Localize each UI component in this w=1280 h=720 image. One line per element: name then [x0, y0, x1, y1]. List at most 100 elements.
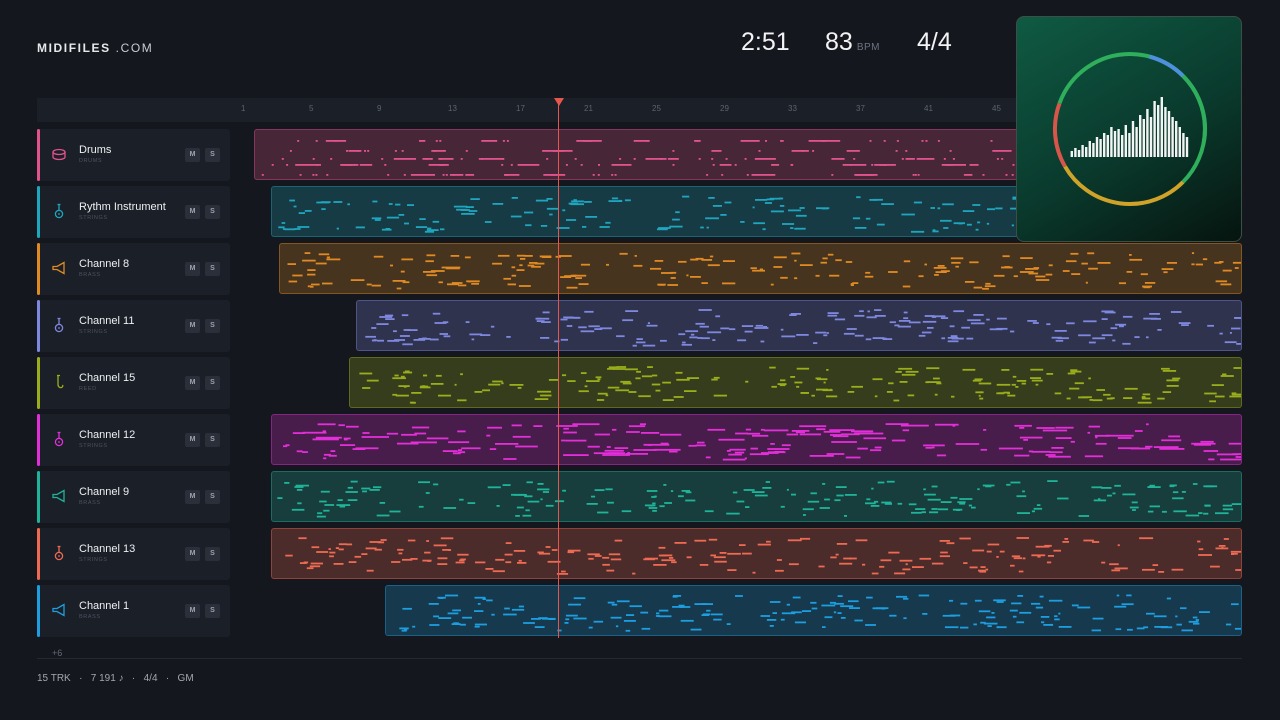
note-pattern [277, 480, 1241, 518]
note-pattern [283, 423, 1241, 461]
track-category: BRASS [79, 272, 101, 278]
spectrum-bar [1146, 109, 1149, 157]
mute-button[interactable]: M [185, 604, 200, 618]
note-pattern [359, 366, 1241, 404]
midi-clip[interactable] [385, 585, 1242, 636]
track-category: STRINGS [79, 215, 108, 221]
track-header[interactable]: Channel 12 STRINGS M S [37, 414, 230, 466]
note-pattern [365, 309, 1241, 347]
spectrum-bar [1160, 97, 1163, 157]
note-count: 7 191 ♪ [90, 673, 124, 684]
midi-clip[interactable] [279, 243, 1242, 294]
spectrum-bar [1149, 117, 1153, 157]
solo-button[interactable]: S [205, 262, 220, 276]
track-category: BRASS [79, 500, 101, 506]
spectrum-bar [1110, 127, 1113, 157]
tempo-value: 83 [825, 28, 853, 56]
midi-clip[interactable] [349, 357, 1242, 408]
track-color-bar [37, 243, 40, 295]
mute-button[interactable]: M [185, 490, 200, 504]
solo-button[interactable]: S [205, 547, 220, 561]
ruler-tick-label: 37 [856, 104, 865, 113]
solo-button[interactable]: S [205, 376, 220, 390]
solo-button[interactable]: S [205, 148, 220, 162]
mute-button[interactable]: M [185, 547, 200, 561]
track-header[interactable]: Channel 11 STRINGS M S [37, 300, 230, 352]
spectrum-bar [1070, 151, 1073, 157]
ruler-tick-label: 13 [448, 104, 457, 113]
spectrum-bar [1185, 137, 1189, 157]
mute-button[interactable]: M [185, 205, 200, 219]
track-category: STRINGS [79, 443, 108, 449]
midi-clip[interactable] [271, 414, 1242, 465]
spectrum-bar [1157, 105, 1160, 157]
spectrum-bar [1106, 135, 1109, 157]
solo-button[interactable]: S [205, 604, 220, 618]
midi-clip[interactable] [271, 528, 1242, 579]
midi-clip[interactable] [271, 471, 1242, 522]
spectrum-bar [1167, 111, 1171, 157]
track-category: DRUMS [79, 158, 103, 164]
track-count: 15 TRK [37, 673, 71, 684]
spectrum-bar [1095, 137, 1099, 157]
drum-icon [51, 146, 67, 162]
track-name: Channel 13 [79, 543, 136, 555]
track-header[interactable]: Channel 15 REED M S [37, 357, 230, 409]
track-color-bar [37, 585, 40, 637]
solo-button[interactable]: S [205, 319, 220, 333]
ruler-tick-label: 41 [924, 104, 933, 113]
more-tracks-label[interactable]: +6 [52, 648, 63, 658]
track-color-bar [37, 129, 40, 181]
playhead-handle[interactable] [554, 98, 564, 106]
ruler-tick-label: 1 [241, 104, 246, 113]
spectrum-bar [1182, 133, 1185, 157]
mute-button[interactable]: M [185, 262, 200, 276]
track-header[interactable]: Channel 8 BRASS M S [37, 243, 230, 295]
spectrum-bar [1175, 121, 1178, 157]
track-header[interactable]: Drums DRUMS M S [37, 129, 230, 181]
spectrum-bar [1121, 135, 1124, 157]
track-header[interactable]: Channel 13 STRINGS M S [37, 528, 230, 580]
track-header[interactable]: Channel 9 BRASS M S [37, 471, 230, 523]
solo-button[interactable]: S [205, 433, 220, 447]
time-signature-display: 4/4 [917, 28, 952, 56]
mute-button[interactable]: M [185, 319, 200, 333]
note-pattern [287, 252, 1241, 290]
transport-stats: 2:51 83 BPM 4/4 [0, 28, 1280, 58]
mute-button[interactable]: M [185, 148, 200, 162]
track-header[interactable]: Channel 1 BRASS M S [37, 585, 230, 637]
track-category: BRASS [79, 614, 101, 620]
mute-button[interactable]: M [185, 433, 200, 447]
track-name: Channel 11 [79, 315, 135, 327]
midi-standard: GM [177, 673, 194, 684]
track-color-bar [37, 414, 40, 466]
spectrum-bar [1142, 119, 1145, 157]
logo-bold: MIDIFILES [37, 41, 111, 55]
site-logo[interactable]: MIDIFILES .COM [37, 41, 153, 55]
track-color-bar [37, 528, 40, 580]
solo-button[interactable]: S [205, 205, 220, 219]
ruler-tick-label: 17 [516, 104, 525, 113]
spectrum-bar [1113, 131, 1117, 157]
spectrum-bar [1088, 141, 1091, 157]
spectrum-bar [1153, 101, 1156, 157]
audio-visualizer [1016, 16, 1242, 242]
mute-button[interactable]: M [185, 376, 200, 390]
ruler-tick-label: 21 [584, 104, 593, 113]
horn-icon [51, 602, 67, 618]
track-name: Channel 1 [79, 600, 130, 612]
ruler-tick-label: 45 [992, 104, 1001, 113]
playhead[interactable] [558, 104, 559, 638]
spectrum-bar [1074, 148, 1077, 157]
midi-clip[interactable] [356, 300, 1242, 351]
spectrum-bar [1077, 150, 1081, 157]
solo-button[interactable]: S [205, 490, 220, 504]
track-color-bar [37, 357, 40, 409]
spectrum-bar [1164, 107, 1167, 157]
spectrum-bar [1081, 145, 1084, 157]
horn-icon [51, 260, 67, 276]
spectrum-bar [1171, 117, 1174, 157]
spectrum-bar [1117, 129, 1120, 157]
ruler-tick-label: 25 [652, 104, 661, 113]
track-header[interactable]: Rythm Instrument STRINGS M S [37, 186, 230, 238]
